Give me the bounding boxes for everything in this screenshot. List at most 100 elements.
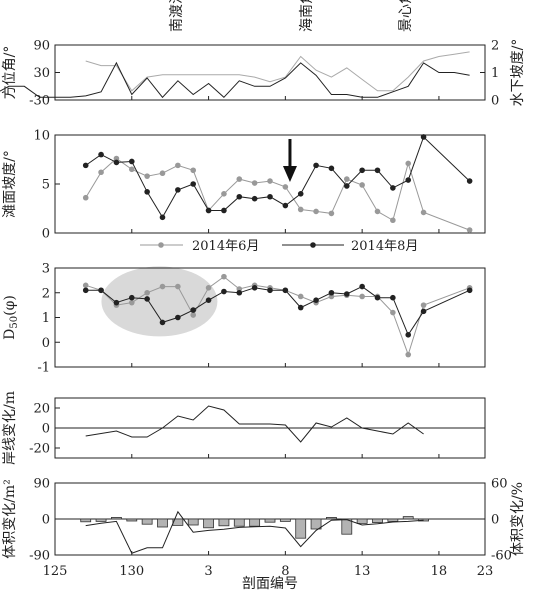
legend-august-marker <box>310 242 316 248</box>
place-label-hainan-cape: 海南角 <box>299 0 315 32</box>
panel-5-bar <box>95 518 107 522</box>
panel-3-series-1-point <box>405 351 412 358</box>
panel-1-ytick-right-label: 2 <box>491 39 499 54</box>
panel-1-ylabel: 方位角/° <box>2 46 18 100</box>
panel-3-series-1-point <box>359 293 365 300</box>
panel-4-ylabel: 岸线变化/m <box>2 391 18 465</box>
panel-5-bar <box>310 518 322 530</box>
panel-5-bar <box>372 518 383 523</box>
panel-2-series-2-point <box>343 183 350 189</box>
panel-3-series-2-point <box>343 291 350 297</box>
panel-3-series-2-point <box>405 332 412 338</box>
panel-3-series-2-point <box>221 288 227 295</box>
legend-august-label: 2014年8月 <box>351 239 418 254</box>
panel-3-series-1-point <box>297 293 304 300</box>
panel-3-series-2-point <box>466 287 473 294</box>
panel-2-series-2-point <box>297 191 304 197</box>
panel-3-ytick-label: -1 <box>37 361 50 376</box>
legend-june-label: 2014年6月 <box>192 239 259 254</box>
panel-2-series-2-point <box>221 207 227 214</box>
panel-2-series-2-line <box>85 136 470 219</box>
panel-5-bar <box>141 518 153 525</box>
panel-3-series-2-point <box>328 289 335 296</box>
panel-3-series-2-point <box>313 297 319 303</box>
panel-2-series-1-point <box>313 208 319 215</box>
x-tick-label: 8 <box>281 564 289 579</box>
panel-2-series-1-point <box>128 166 135 173</box>
panel-2-series-1-point <box>466 227 473 233</box>
panel-1-series-2-line <box>0 61 470 99</box>
panel-5-bar <box>341 518 353 535</box>
panel-2-ylabel: 滩面坡度/° <box>2 150 18 218</box>
panel-2-series-1-point <box>175 162 181 169</box>
panel-2-series-1-point <box>144 173 150 179</box>
panel-2-series-1-point <box>374 208 381 215</box>
panel-2-series-2-point <box>175 187 181 193</box>
panel-5-bar <box>249 518 261 527</box>
panel-1-ytick-label: -30 <box>29 94 50 109</box>
panel-5-bar <box>356 518 368 524</box>
x-tick-label: 130 <box>119 564 144 579</box>
panel-2-series-2-point <box>374 167 381 174</box>
panel-3-series-1-point <box>144 289 150 296</box>
panel-2-ytick-label: 0 <box>42 227 50 242</box>
panel-2-series-2-point <box>313 162 319 169</box>
panel-3-series-2-point <box>267 287 273 294</box>
panel-2-series-2-point <box>113 159 120 166</box>
panel-4-ytick-label: 0 <box>42 422 50 437</box>
panel-5-bar <box>233 518 245 527</box>
x-tick-label: 13 <box>354 564 371 579</box>
panel-2-series-2-point <box>205 207 212 214</box>
panel-2-series-1-point <box>390 217 396 224</box>
panel-3-ytick-label: 0 <box>42 336 50 351</box>
panel-2-series-1-point <box>267 178 273 184</box>
panel-1-ytick-label: 90 <box>33 39 50 54</box>
panel-3-series-2-point <box>205 297 212 303</box>
panel-3-series-2-point <box>251 285 258 291</box>
panel-4-ytick-label: -20 <box>29 442 50 457</box>
panel-2-series-2-point <box>251 195 258 202</box>
panel-2-series-2-point <box>236 193 243 200</box>
panel-1-ytick-right-label: 0 <box>491 94 499 109</box>
panel-2-series-1-point <box>236 176 243 182</box>
panel-3-series-1-point <box>159 283 166 290</box>
panel-2-series-2-point <box>159 214 166 221</box>
panel-2-series-1-point <box>251 180 258 186</box>
panel-3-series-2-point <box>236 289 243 296</box>
panel-3-series-2-point <box>374 294 381 301</box>
panel-5-ytick-label: -90 <box>29 549 50 564</box>
panel-2-series-1-point <box>343 176 350 182</box>
panel-5-bar <box>187 518 199 526</box>
panel-4-ytick-label: 20 <box>33 402 50 417</box>
panel-2-ytick-label: 5 <box>42 178 50 193</box>
panel-5-bar <box>387 518 399 522</box>
place-label-nandu-river: 南渡江 <box>169 0 185 32</box>
panel-3-series-2-point <box>359 283 365 290</box>
x-tick-label: 3 <box>204 564 212 579</box>
panel-1-ylabel-right: 水下坡度/° <box>510 39 526 107</box>
panel-2-series-1-point <box>113 155 120 162</box>
panel-5-bar <box>279 518 291 522</box>
panel-4-series-1-line <box>85 405 424 443</box>
panel-3-series-2-point <box>98 287 104 294</box>
panel-5-ytick-right-label: -60 <box>491 549 512 564</box>
panel-2-series-1-line <box>85 157 470 231</box>
panel-1-ytick-right-label: 1 <box>491 66 499 81</box>
panel-3-series-1-point <box>175 283 181 290</box>
panel-5-bar <box>126 518 138 522</box>
panel-2-series-2-point <box>82 162 89 169</box>
panel-5-bar <box>326 517 337 520</box>
panel-2-series-1-point <box>221 191 227 197</box>
panel-2-series-2-point <box>128 158 135 165</box>
panel-1-series-1-line <box>85 51 470 92</box>
panel-3-series-2-point <box>297 304 304 311</box>
panel-2-series-1-point <box>98 169 104 176</box>
x-tick-label: 18 <box>431 564 448 579</box>
panel-2-series-2-point <box>282 202 289 209</box>
panel-2-series-2-point <box>98 151 104 158</box>
panel-5-bar <box>172 518 184 526</box>
panel-5-ytick-label: 0 <box>42 513 50 528</box>
panel-3-series-1-point <box>190 312 197 318</box>
panel-3-series-1-point <box>390 309 396 316</box>
panel-2-series-2-point <box>144 189 150 195</box>
